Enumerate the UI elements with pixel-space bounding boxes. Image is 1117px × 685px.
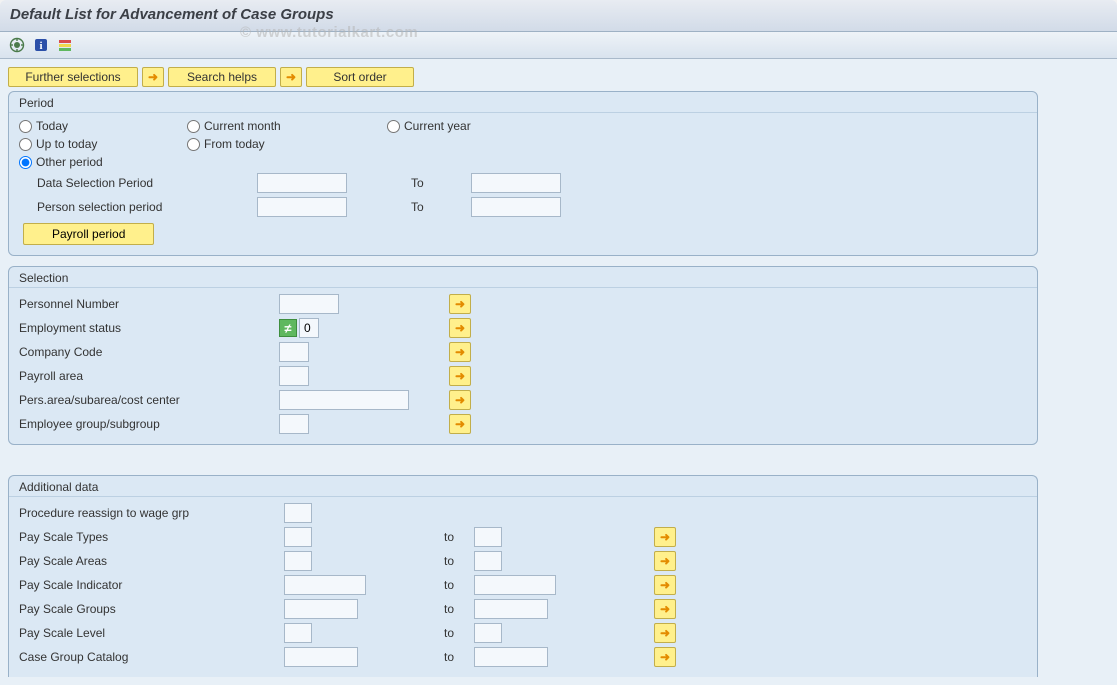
cell-company_code xyxy=(279,342,449,362)
panel-period: Period Today Current month Current year … xyxy=(8,91,1038,256)
label-to-pay_scale_groups: to xyxy=(444,602,474,616)
label-employment_status: Employment status xyxy=(19,321,279,335)
radio-today-label: Today xyxy=(36,119,68,133)
input-pay_scale_types-to[interactable] xyxy=(474,527,502,547)
cell-employment_status: ≠ xyxy=(279,318,449,338)
label-pay_scale_groups: Pay Scale Groups xyxy=(19,602,284,616)
multiselect-arrow-company_code-icon[interactable]: ➜ xyxy=(449,342,471,362)
input-pay_scale_indicator-to[interactable] xyxy=(474,575,556,595)
multi-select-employment_status-icon[interactable]: ≠ xyxy=(279,319,297,337)
multiselect-arrow-pers_area-icon[interactable]: ➜ xyxy=(449,390,471,410)
svg-text:i: i xyxy=(39,40,42,52)
panel-selection: Selection Personnel Number ➜ Employment st… xyxy=(8,266,1038,445)
multiselect-arrow-pay_scale_indicator-icon[interactable]: ➜ xyxy=(654,575,676,595)
label-pers_area: Pers.area/subarea/cost center xyxy=(19,393,279,407)
panel-period-header: Period xyxy=(9,92,1037,113)
input-pay_scale_types-from[interactable] xyxy=(284,527,312,547)
options-icon[interactable] xyxy=(56,36,74,54)
label-to-case_group_catalog: to xyxy=(444,650,474,664)
radio-up-to-today-label: Up to today xyxy=(36,137,97,151)
label-to-pay_scale_areas: to xyxy=(444,554,474,568)
label-pay_scale_types: Pay Scale Types xyxy=(19,530,284,544)
further-selections-button[interactable]: Further selections xyxy=(8,67,138,87)
multiselect-arrow-payroll_area-icon[interactable]: ➜ xyxy=(449,366,471,386)
cell-employee_group xyxy=(279,414,449,434)
label-case_group_catalog: Case Group Catalog xyxy=(19,650,284,664)
radio-up-to-today[interactable]: Up to today xyxy=(19,137,187,151)
execute-icon[interactable] xyxy=(8,36,26,54)
input-employee_group[interactable] xyxy=(279,414,309,434)
payroll-period-button[interactable]: Payroll period xyxy=(23,223,154,245)
label-data-selection-period: Data Selection Period xyxy=(37,176,257,190)
input-employment_status[interactable] xyxy=(299,318,319,338)
radio-current-year[interactable]: Current year xyxy=(387,119,587,133)
toolbar-strip: i © www.tutorialkart.com xyxy=(0,32,1117,59)
panel-additional-data: Additional data Procedure reassign to wa… xyxy=(8,475,1038,677)
panel-additional-header: Additional data xyxy=(9,476,1037,497)
radio-other-period-label: Other period xyxy=(36,155,103,169)
multiselect-arrow-pay_scale_types-icon[interactable]: ➜ xyxy=(654,527,676,547)
info-icon[interactable]: i xyxy=(32,36,50,54)
input-personnel_number[interactable] xyxy=(279,294,339,314)
top-button-row: Further selections ➜ Search helps ➜ Sort… xyxy=(8,67,1109,87)
forward-icon-1[interactable]: ➜ xyxy=(142,67,164,87)
multiselect-arrow-personnel_number-icon[interactable]: ➜ xyxy=(449,294,471,314)
label-to-pay_scale_level: to xyxy=(444,626,474,640)
label-company_code: Company Code xyxy=(19,345,279,359)
radio-from-today[interactable]: From today xyxy=(187,137,387,151)
multiselect-arrow-pay_scale_groups-icon[interactable]: ➜ xyxy=(654,599,676,619)
radio-current-month[interactable]: Current month xyxy=(187,119,387,133)
multiselect-arrow-case_group_catalog-icon[interactable]: ➜ xyxy=(654,647,676,667)
radio-from-today-label: From today xyxy=(204,137,265,151)
input-pay_scale_level-to[interactable] xyxy=(474,623,502,643)
label-pay_scale_indicator: Pay Scale Indicator xyxy=(19,578,284,592)
search-helps-button[interactable]: Search helps xyxy=(168,67,276,87)
label-pay_scale_areas: Pay Scale Areas xyxy=(19,554,284,568)
input-procedure-from[interactable] xyxy=(284,503,312,523)
cell-personnel_number xyxy=(279,294,449,314)
label-person-selection-period: Person selection period xyxy=(37,200,257,214)
input-company_code[interactable] xyxy=(279,342,309,362)
input-person-selection-to[interactable] xyxy=(471,197,561,217)
multiselect-arrow-pay_scale_areas-icon[interactable]: ➜ xyxy=(654,551,676,571)
label-employee_group: Employee group/subgroup xyxy=(19,417,279,431)
multiselect-arrow-pay_scale_level-icon[interactable]: ➜ xyxy=(654,623,676,643)
input-pers_area[interactable] xyxy=(279,390,409,410)
forward-icon-2[interactable]: ➜ xyxy=(280,67,302,87)
input-payroll_area[interactable] xyxy=(279,366,309,386)
input-pay_scale_areas-from[interactable] xyxy=(284,551,312,571)
label-to-1: To xyxy=(357,176,417,190)
label-payroll_area: Payroll area xyxy=(19,369,279,383)
input-person-selection-from[interactable] xyxy=(257,197,347,217)
radio-other-period[interactable]: Other period xyxy=(19,155,187,169)
cell-payroll_area xyxy=(279,366,449,386)
input-data-selection-to[interactable] xyxy=(471,173,561,193)
multiselect-arrow-employment_status-icon[interactable]: ➜ xyxy=(449,318,471,338)
content-area: Further selections ➜ Search helps ➜ Sort… xyxy=(0,59,1117,685)
input-pay_scale_groups-from[interactable] xyxy=(284,599,358,619)
panel-selection-header: Selection xyxy=(9,267,1037,288)
label-to-2: To xyxy=(357,200,417,214)
input-pay_scale_indicator-from[interactable] xyxy=(284,575,366,595)
input-pay_scale_level-from[interactable] xyxy=(284,623,312,643)
radio-current-year-label: Current year xyxy=(404,119,471,133)
cell-pers_area xyxy=(279,390,449,410)
input-pay_scale_groups-to[interactable] xyxy=(474,599,548,619)
label-to-pay_scale_indicator: to xyxy=(444,578,474,592)
label-to-pay_scale_types: to xyxy=(444,530,474,544)
page-title: Default List for Advancement of Case Gro… xyxy=(10,6,1107,23)
radio-current-month-label: Current month xyxy=(204,119,281,133)
input-pay_scale_areas-to[interactable] xyxy=(474,551,502,571)
radio-today[interactable]: Today xyxy=(19,119,187,133)
input-data-selection-from[interactable] xyxy=(257,173,347,193)
input-case_group_catalog-to[interactable] xyxy=(474,647,548,667)
multiselect-arrow-employee_group-icon[interactable]: ➜ xyxy=(449,414,471,434)
label-pay_scale_level: Pay Scale Level xyxy=(19,626,284,640)
sort-order-button[interactable]: Sort order xyxy=(306,67,414,87)
label-personnel_number: Personnel Number xyxy=(19,297,279,311)
title-bar: Default List for Advancement of Case Gro… xyxy=(0,0,1117,32)
input-case_group_catalog-from[interactable] xyxy=(284,647,358,667)
label-procedure: Procedure reassign to wage grp xyxy=(19,506,284,520)
